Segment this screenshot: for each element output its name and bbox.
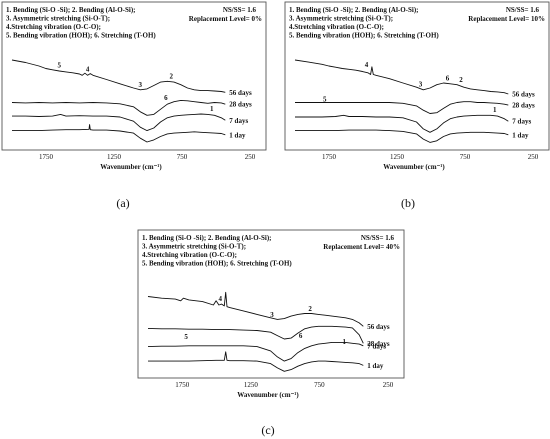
series-label: 7 days	[367, 342, 386, 350]
x-axis-title: Wavenumber (cm⁻¹)	[237, 391, 299, 399]
series-line-56-days	[294, 59, 509, 95]
legend-line: 4.Stretching vibration (O-C-O);	[6, 23, 101, 31]
series-label: 7 days	[229, 117, 248, 125]
series-line-1-day	[295, 129, 509, 143]
x-axis-title: Wavenumber (cm⁻¹)	[100, 163, 162, 171]
x-tick-label: 250	[383, 381, 394, 389]
legend-line: 1. Bending (Si-O -Si); 2. Bending (Al-O-…	[289, 6, 419, 14]
legend-line: 1. Bending (Si-O -Si); 2. Bending (Al-O-…	[6, 6, 136, 14]
replacement-text: Replacement Level= 40%	[323, 243, 400, 251]
series-label: 56 days	[229, 89, 252, 97]
peak-label: 3	[139, 81, 143, 89]
legend-line: 3. Asymmetric stretching (Si-O-T);	[6, 15, 110, 23]
peak-label: 1	[493, 106, 497, 114]
x-tick-label: 1750	[39, 153, 54, 161]
series-line-1-day	[148, 351, 364, 372]
series-label: 28 days	[512, 102, 535, 110]
peak-label: 6	[446, 74, 450, 82]
peak-label: 4	[218, 295, 222, 303]
x-tick-label: 250	[245, 153, 256, 161]
panel-caption: (b)	[401, 196, 415, 210]
ratio-text: NS/SS= 1.6	[361, 234, 395, 242]
series-line-56-days	[147, 291, 364, 327]
x-tick-label: 1250	[390, 153, 405, 161]
ratio-text: NS/SS= 1.6	[506, 6, 540, 14]
peak-label: 5	[58, 62, 62, 70]
series-line-7-days	[295, 114, 509, 133]
x-tick-label: 1750	[175, 381, 190, 389]
series-label: 1 day	[367, 362, 384, 370]
x-tick-label: 750	[314, 381, 325, 389]
x-tick-label: 250	[528, 153, 539, 161]
peak-label: 6	[299, 332, 303, 340]
series-line-56-days	[11, 59, 226, 93]
ratio-text: NS/SS= 1.6	[223, 6, 257, 14]
x-axis-title: Wavenumber (cm⁻¹)	[383, 163, 445, 171]
panel-a: 1. Bending (Si-O -Si); 2. Bending (Al-O-…	[1, 1, 267, 210]
peak-label: 3	[419, 80, 423, 88]
panel-frame	[284, 1, 550, 151]
peak-label: 2	[459, 76, 463, 84]
x-tick-label: 750	[460, 153, 471, 161]
panel-frame	[1, 1, 267, 151]
series-line-28-days	[295, 101, 509, 114]
peak-label: 2	[170, 73, 174, 81]
series-label: 1 day	[229, 131, 246, 139]
peak-label: 5	[323, 96, 327, 104]
series-line-7-days	[147, 341, 364, 362]
peak-label: 1	[342, 338, 346, 346]
panel-caption: (a)	[116, 196, 129, 210]
legend-line: 3. Asymmetric stretching (Si-O-T);	[289, 15, 393, 23]
x-tick-label: 750	[177, 153, 188, 161]
series-line-28-days	[147, 325, 364, 344]
legend-line: 4.Stretching vibration (O-C-O);	[142, 251, 237, 259]
series-label: 28 days	[229, 101, 252, 109]
legend-line: 4.Stretching vibration (O-C-O);	[289, 23, 384, 31]
replacement-text: Replacement Level= 0%	[189, 15, 262, 23]
legend-line: 5. Bending vibration (HOH); 6. Stretchin…	[142, 260, 292, 268]
series-label: 7 days	[512, 118, 531, 126]
panel-c: 1. Bending (Si-O -Si); 2. Bending (Al-O-…	[137, 229, 405, 437]
x-tick-label: 1250	[244, 381, 259, 389]
series-line-1-day	[12, 124, 226, 143]
replacement-text: Replacement Level= 10%	[468, 15, 545, 23]
peak-label: 6	[164, 94, 168, 102]
legend-line: 3. Asymmetric stretching (Si-O-T);	[142, 243, 246, 251]
series-line-28-days	[11, 99, 226, 116]
series-label: 28 days	[367, 340, 390, 348]
legend-line: 1. Bending (Si-O -Si); 2. Bending (Al-O-…	[142, 234, 272, 242]
legend-line: 5. Bending vibration (HOH); 6. Stretchin…	[6, 32, 156, 40]
panel-b: 1. Bending (Si-O -Si); 2. Bending (Al-O-…	[284, 1, 550, 210]
x-tick-label: 1750	[322, 153, 337, 161]
peak-label: 4	[365, 61, 369, 69]
panel-frame	[137, 229, 405, 379]
peak-label: 5	[184, 333, 188, 341]
peak-label: 3	[270, 311, 274, 319]
peak-label: 2	[308, 305, 312, 313]
series-label: 56 days	[512, 91, 535, 99]
series-label: 1 day	[512, 131, 529, 139]
series-label: 56 days	[367, 323, 390, 331]
x-tick-label: 1250	[107, 153, 122, 161]
peak-label: 4	[86, 65, 90, 73]
panel-caption: (c)	[261, 423, 274, 437]
series-line-7-days	[12, 113, 226, 132]
peak-label: 1	[210, 105, 214, 113]
legend-line: 5. Bending vibration (HOH); 6. Stretchin…	[289, 32, 439, 40]
